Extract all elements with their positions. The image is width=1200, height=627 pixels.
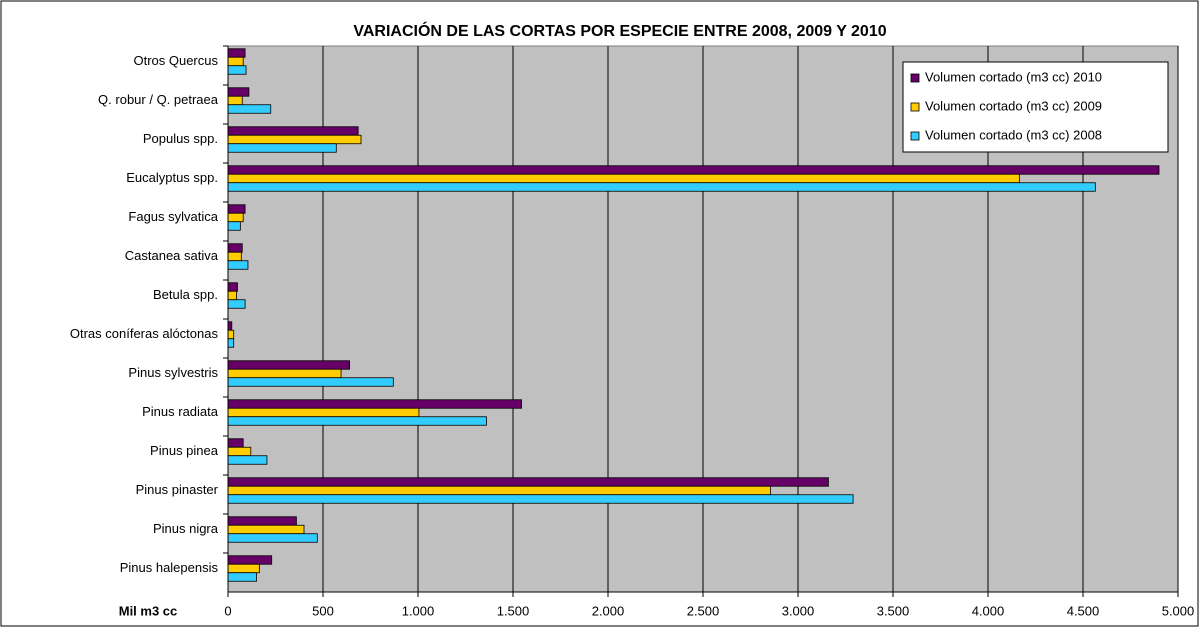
bar xyxy=(227,524,305,535)
x-tick-label: 1.000 xyxy=(402,603,435,618)
x-tick-label: 3.000 xyxy=(782,603,815,618)
y-tick-label: Pinus pinaster xyxy=(136,482,219,497)
bar xyxy=(227,377,394,387)
bar xyxy=(227,56,244,67)
x-tick-label: 5.000 xyxy=(1162,603,1195,618)
bar xyxy=(227,290,237,301)
bar xyxy=(227,438,244,448)
x-tick-label: 3.500 xyxy=(877,603,910,618)
bar xyxy=(227,65,247,75)
y-tick-label: Populus spp. xyxy=(143,131,218,146)
bar xyxy=(227,485,771,496)
y-tick-label: Otros Quercus xyxy=(133,53,218,68)
bar xyxy=(227,48,246,58)
bar xyxy=(227,182,1096,192)
bar xyxy=(227,360,350,370)
x-tick-label: 4.500 xyxy=(1067,603,1100,618)
bar xyxy=(227,329,235,340)
x-tick-label: 2.500 xyxy=(687,603,720,618)
bar xyxy=(227,212,244,223)
x-tick-label: 2.000 xyxy=(592,603,625,618)
x-axis-label: Mil m3 cc xyxy=(119,603,178,618)
y-tick-label: Pinus sylvestris xyxy=(128,365,218,380)
x-tick-label: 1.500 xyxy=(497,603,530,618)
y-tick-label: Betula spp. xyxy=(153,287,218,302)
bar xyxy=(227,243,243,253)
bar xyxy=(227,95,243,106)
bar xyxy=(227,260,249,270)
legend-swatch xyxy=(910,102,920,112)
bar xyxy=(227,563,260,574)
bar xyxy=(227,416,487,426)
bar xyxy=(227,407,420,418)
bar xyxy=(227,555,273,565)
bar xyxy=(227,516,297,526)
x-tick-label: 4.000 xyxy=(972,603,1005,618)
y-tick-label: Pinus nigra xyxy=(153,521,219,536)
legend-swatch xyxy=(910,73,920,83)
bar xyxy=(227,399,522,409)
y-tick-label: Pinus pinea xyxy=(150,443,219,458)
bar xyxy=(227,104,272,114)
legend-label: Volumen cortado (m3 cc) 2008 xyxy=(925,127,1102,142)
bar xyxy=(227,251,242,262)
bar xyxy=(227,446,252,457)
legend-label: Volumen cortado (m3 cc) 2010 xyxy=(925,69,1102,84)
y-tick-label: Pinus halepensis xyxy=(120,560,219,575)
bar xyxy=(227,143,337,153)
bar xyxy=(227,321,233,331)
legend-box xyxy=(902,61,1169,153)
bar xyxy=(227,299,246,309)
bar xyxy=(227,87,250,97)
bar xyxy=(227,282,238,292)
y-tick-label: Otras coníferas alóctonas xyxy=(70,326,219,341)
bar xyxy=(227,126,359,136)
bar xyxy=(227,165,1160,175)
bar xyxy=(227,204,246,214)
bar xyxy=(227,368,342,379)
bar xyxy=(227,134,362,145)
y-tick-label: Fagus sylvatica xyxy=(128,209,218,224)
bar xyxy=(227,533,318,543)
y-tick-label: Castanea sativa xyxy=(125,248,219,263)
bar xyxy=(227,494,854,504)
y-tick-label: Pinus radiata xyxy=(142,404,219,419)
bar xyxy=(227,572,257,582)
bar xyxy=(227,477,829,487)
x-tick-label: 500 xyxy=(312,603,334,618)
bar xyxy=(227,173,1020,184)
x-tick-label: 0 xyxy=(224,603,231,618)
legend-swatch xyxy=(910,131,920,141)
chart-title: VARIACIÓN DE LAS CORTAS POR ESPECIE ENTR… xyxy=(353,21,886,40)
bar xyxy=(227,338,235,348)
bar xyxy=(227,221,241,231)
y-tick-label: Eucalyptus spp. xyxy=(126,170,218,185)
bar xyxy=(227,455,268,465)
legend-label: Volumen cortado (m3 cc) 2009 xyxy=(925,98,1102,113)
y-tick-label: Q. robur / Q. petraea xyxy=(98,92,219,107)
